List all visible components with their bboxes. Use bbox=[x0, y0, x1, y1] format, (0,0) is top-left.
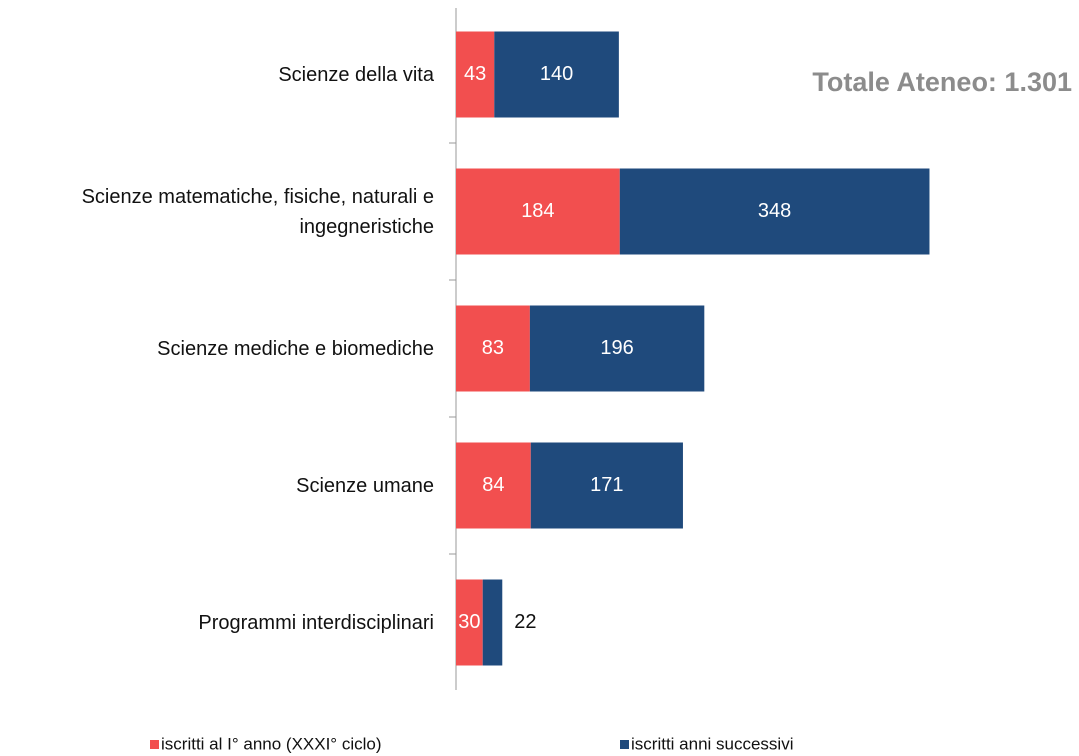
bar-segment bbox=[482, 579, 503, 666]
bar-segment bbox=[494, 31, 619, 118]
bar-segment bbox=[456, 442, 531, 529]
bar-segment bbox=[530, 442, 683, 529]
bar-segment bbox=[456, 168, 620, 255]
category-label: Scienze della vita bbox=[278, 63, 434, 86]
category-label: Scienze matematiche, fisiche, naturali e… bbox=[81, 185, 434, 238]
value-label: 84 bbox=[482, 474, 504, 496]
value-label: 196 bbox=[600, 337, 633, 359]
legend-label: iscritti al I° anno (XXXI° ciclo) bbox=[161, 734, 382, 753]
category-label: Programmi interdisciplinari bbox=[198, 611, 434, 634]
value-label: 171 bbox=[590, 474, 623, 496]
bar-segment bbox=[456, 579, 483, 666]
value-label: 30 bbox=[458, 611, 480, 633]
value-label: 22 bbox=[514, 611, 536, 633]
bar-segment bbox=[619, 168, 930, 255]
category-label: Scienze umane bbox=[296, 474, 434, 497]
bar-segment bbox=[456, 31, 495, 118]
value-label: 140 bbox=[540, 63, 573, 85]
bar-segment bbox=[529, 305, 705, 392]
value-label: 348 bbox=[758, 200, 791, 222]
value-label: 83 bbox=[482, 337, 504, 359]
value-label: 43 bbox=[464, 63, 486, 85]
category-label: Scienze mediche e biomediche bbox=[157, 337, 434, 360]
legend-swatch bbox=[620, 740, 629, 749]
annotation: Totale Ateneo: 1.301 bbox=[812, 67, 1072, 97]
bar-segment bbox=[456, 305, 530, 392]
legend-swatch bbox=[150, 740, 159, 749]
value-label: 184 bbox=[521, 200, 554, 222]
legend-label: iscritti anni successivi bbox=[631, 734, 794, 753]
